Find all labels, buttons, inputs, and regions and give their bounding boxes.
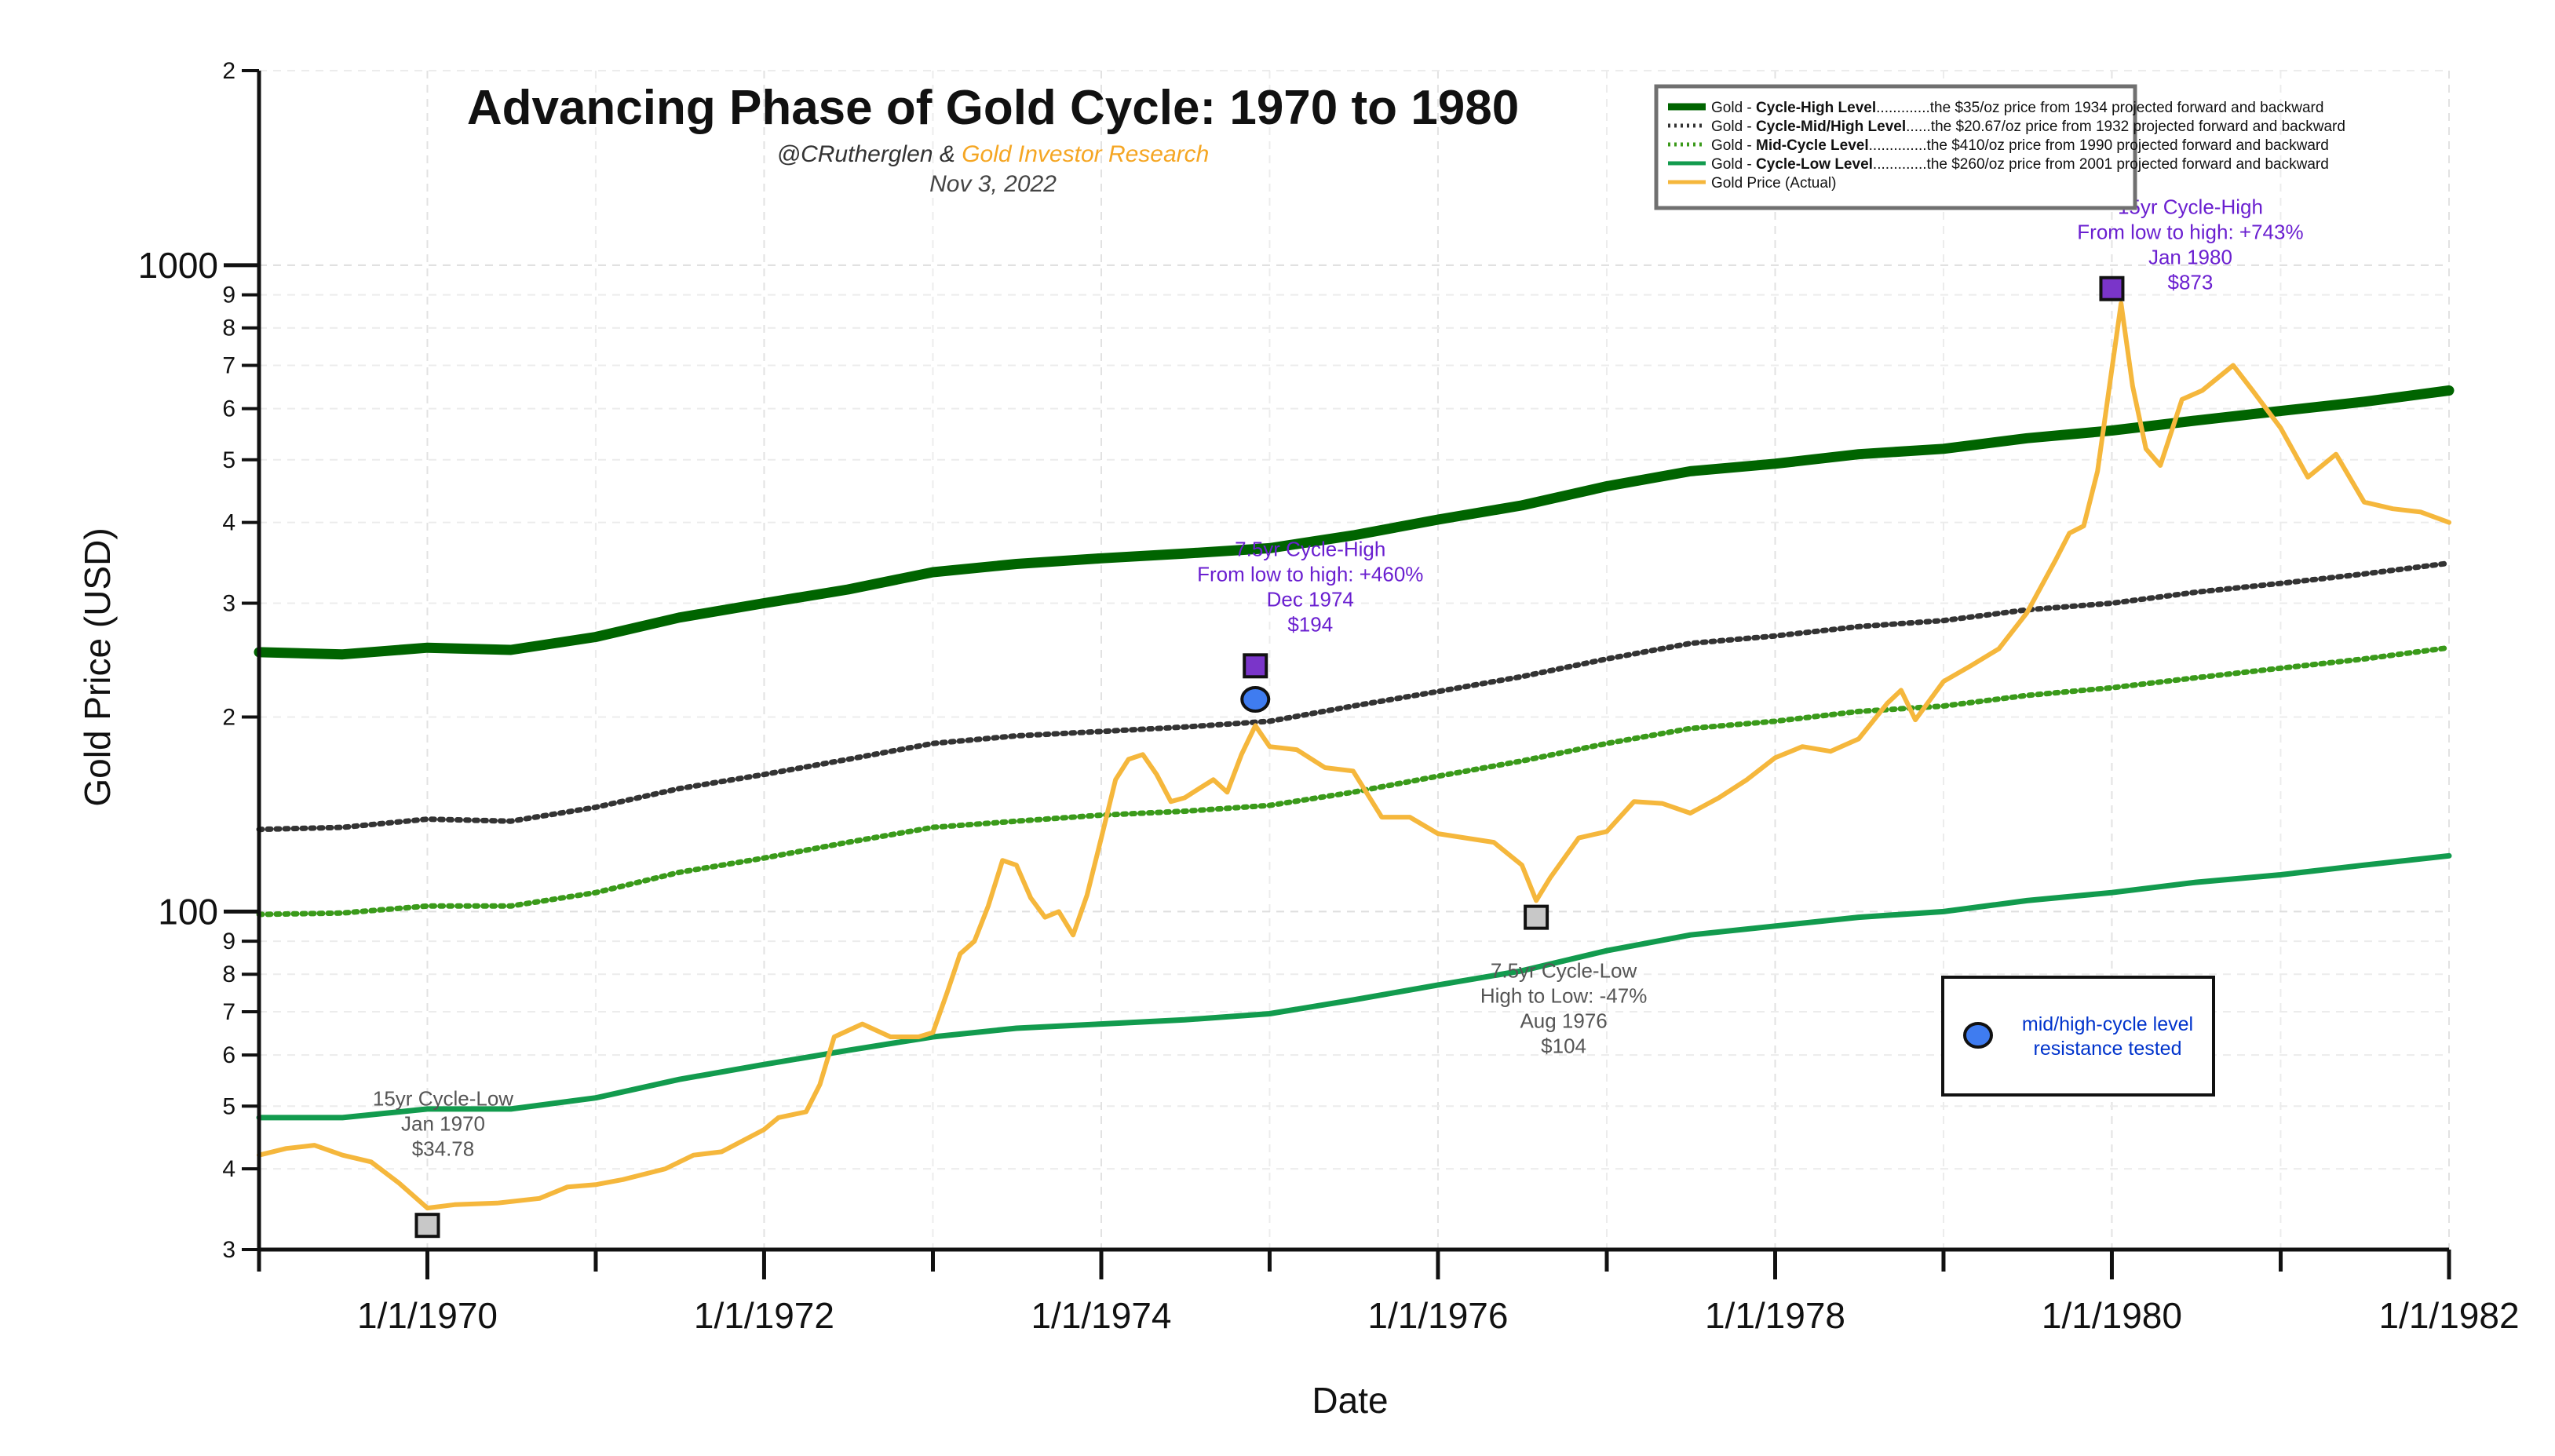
annotation-line-1: mid/high-cycle level bbox=[2022, 1013, 2193, 1035]
x-tick-label: 1/1/1970 bbox=[357, 1295, 498, 1336]
marker-label-high80: $873 bbox=[2168, 271, 2214, 294]
x-tick-label: 1/1/1974 bbox=[1031, 1295, 1171, 1336]
y-tick-label-minor: 8 bbox=[222, 316, 235, 341]
y-tick-label-minor: 3 bbox=[222, 1237, 235, 1263]
y-tick-label-minor: 4 bbox=[222, 510, 235, 536]
axes-layer: 1/1/1970 1/1/1972 1/1/1974 1/1/1976 1/1/1978… bbox=[138, 58, 2520, 1336]
marker-square-high74 bbox=[1243, 653, 1268, 679]
legend-label-high: Gold - Cycle-High Level.............the … bbox=[1711, 100, 2323, 116]
subtitle-org: Gold Investor Research bbox=[962, 141, 1209, 167]
resistance-annotation-box: mid/high-cycle level resistance tested bbox=[1941, 976, 2215, 1097]
annotation-line-2: resistance tested bbox=[2034, 1038, 2182, 1060]
y-tick-label-minor: 5 bbox=[222, 447, 235, 473]
series-line-midhigh bbox=[256, 560, 2452, 833]
legend-label-midhigh: Gold - Cycle-Mid/High Level......the $20… bbox=[1711, 119, 2345, 135]
y-tick-label-major: 1000 bbox=[138, 245, 218, 286]
y-tick-label-minor: 9 bbox=[222, 929, 235, 954]
chart-subtitle: @CRutherglen & Gold Investor Research bbox=[777, 141, 1210, 167]
marker-label-low76: High to Low: -47% bbox=[1480, 984, 1647, 1008]
y-tick-label-minor: 9 bbox=[222, 283, 235, 308]
y-tick-label-minor: 8 bbox=[222, 962, 235, 987]
marker-label-low76: $104 bbox=[1541, 1035, 1586, 1058]
marker-label-high74: From low to high: +460% bbox=[1197, 562, 1423, 586]
legend-label-low: Gold - Cycle-Low Level.............the $… bbox=[1711, 156, 2329, 173]
marker-label-low70: $34.78 bbox=[412, 1137, 475, 1161]
y-tick-label-minor: 2 bbox=[222, 705, 235, 731]
marker-square-low76 bbox=[1524, 904, 1549, 930]
resistance-circle-icon bbox=[1963, 1022, 1993, 1049]
marker-circle-res74 bbox=[1240, 685, 1271, 713]
marker-label-high74: $194 bbox=[1287, 612, 1333, 636]
chart-date: Nov 3, 2022 bbox=[929, 171, 1057, 197]
y-tick-label-minor: 3 bbox=[222, 590, 235, 616]
marker-label-high80: Jan 1980 bbox=[2148, 246, 2232, 269]
x-tick-label: 1/1/1976 bbox=[1367, 1295, 1508, 1336]
x-tick-label: 1/1/1980 bbox=[2042, 1295, 2182, 1336]
legend: Gold - Cycle-High Level.............the … bbox=[1654, 84, 2345, 210]
marker-label-low76: 7.5yr Cycle-Low bbox=[1491, 959, 1637, 983]
series-line-actual bbox=[257, 301, 2451, 1211]
y-tick-label-major: 100 bbox=[158, 891, 218, 932]
series-line-mid bbox=[256, 644, 2452, 918]
marker-label-high80: From low to high: +743% bbox=[2077, 221, 2303, 244]
y-tick-label-minor: 7 bbox=[222, 352, 235, 378]
legend-label-mid: Gold - Mid-Cycle Level..............the … bbox=[1711, 137, 2329, 154]
series-line-low bbox=[256, 852, 2452, 1121]
subtitle-author: @CRutherglen & bbox=[777, 141, 962, 167]
marker-label-high74: 7.5yr Cycle-High bbox=[1235, 537, 1385, 560]
x-tick-label: 1/1/1978 bbox=[1705, 1295, 1845, 1336]
y-tick-label-minor: 2 bbox=[222, 58, 235, 84]
marker-label-high80: 15yr Cycle-High bbox=[2118, 195, 2263, 219]
y-tick-label-minor: 6 bbox=[222, 396, 235, 422]
series-layer bbox=[254, 301, 2455, 1211]
chart-title: Advancing Phase of Gold Cycle: 1970 to 1… bbox=[467, 81, 1519, 135]
marker-label-low70: Jan 1970 bbox=[401, 1112, 485, 1136]
y-axis-label: Gold Price (USD) bbox=[77, 527, 118, 806]
x-tick-label: 1/1/1972 bbox=[694, 1295, 834, 1336]
y-tick-label-minor: 4 bbox=[222, 1156, 235, 1182]
marker-label-low70: 15yr Cycle-Low bbox=[373, 1087, 513, 1111]
marker-label-high74: Dec 1974 bbox=[1267, 587, 1354, 611]
legend-label-actual: Gold Price (Actual) bbox=[1711, 175, 1836, 192]
grid-layer bbox=[259, 70, 2450, 1250]
series-line-high bbox=[254, 385, 2455, 660]
marker-square-high80 bbox=[2099, 276, 2125, 301]
legend-box bbox=[1654, 84, 2137, 210]
x-tick-label: 1/1/1982 bbox=[2378, 1295, 2519, 1336]
y-tick-label-minor: 6 bbox=[222, 1042, 235, 1068]
marker-label-low76: Aug 1976 bbox=[1520, 1009, 1607, 1033]
marker-square-low70 bbox=[414, 1213, 440, 1239]
x-axis-label: Date bbox=[1312, 1380, 1388, 1421]
y-tick-label-minor: 7 bbox=[222, 999, 235, 1025]
y-tick-label-minor: 5 bbox=[222, 1093, 235, 1119]
